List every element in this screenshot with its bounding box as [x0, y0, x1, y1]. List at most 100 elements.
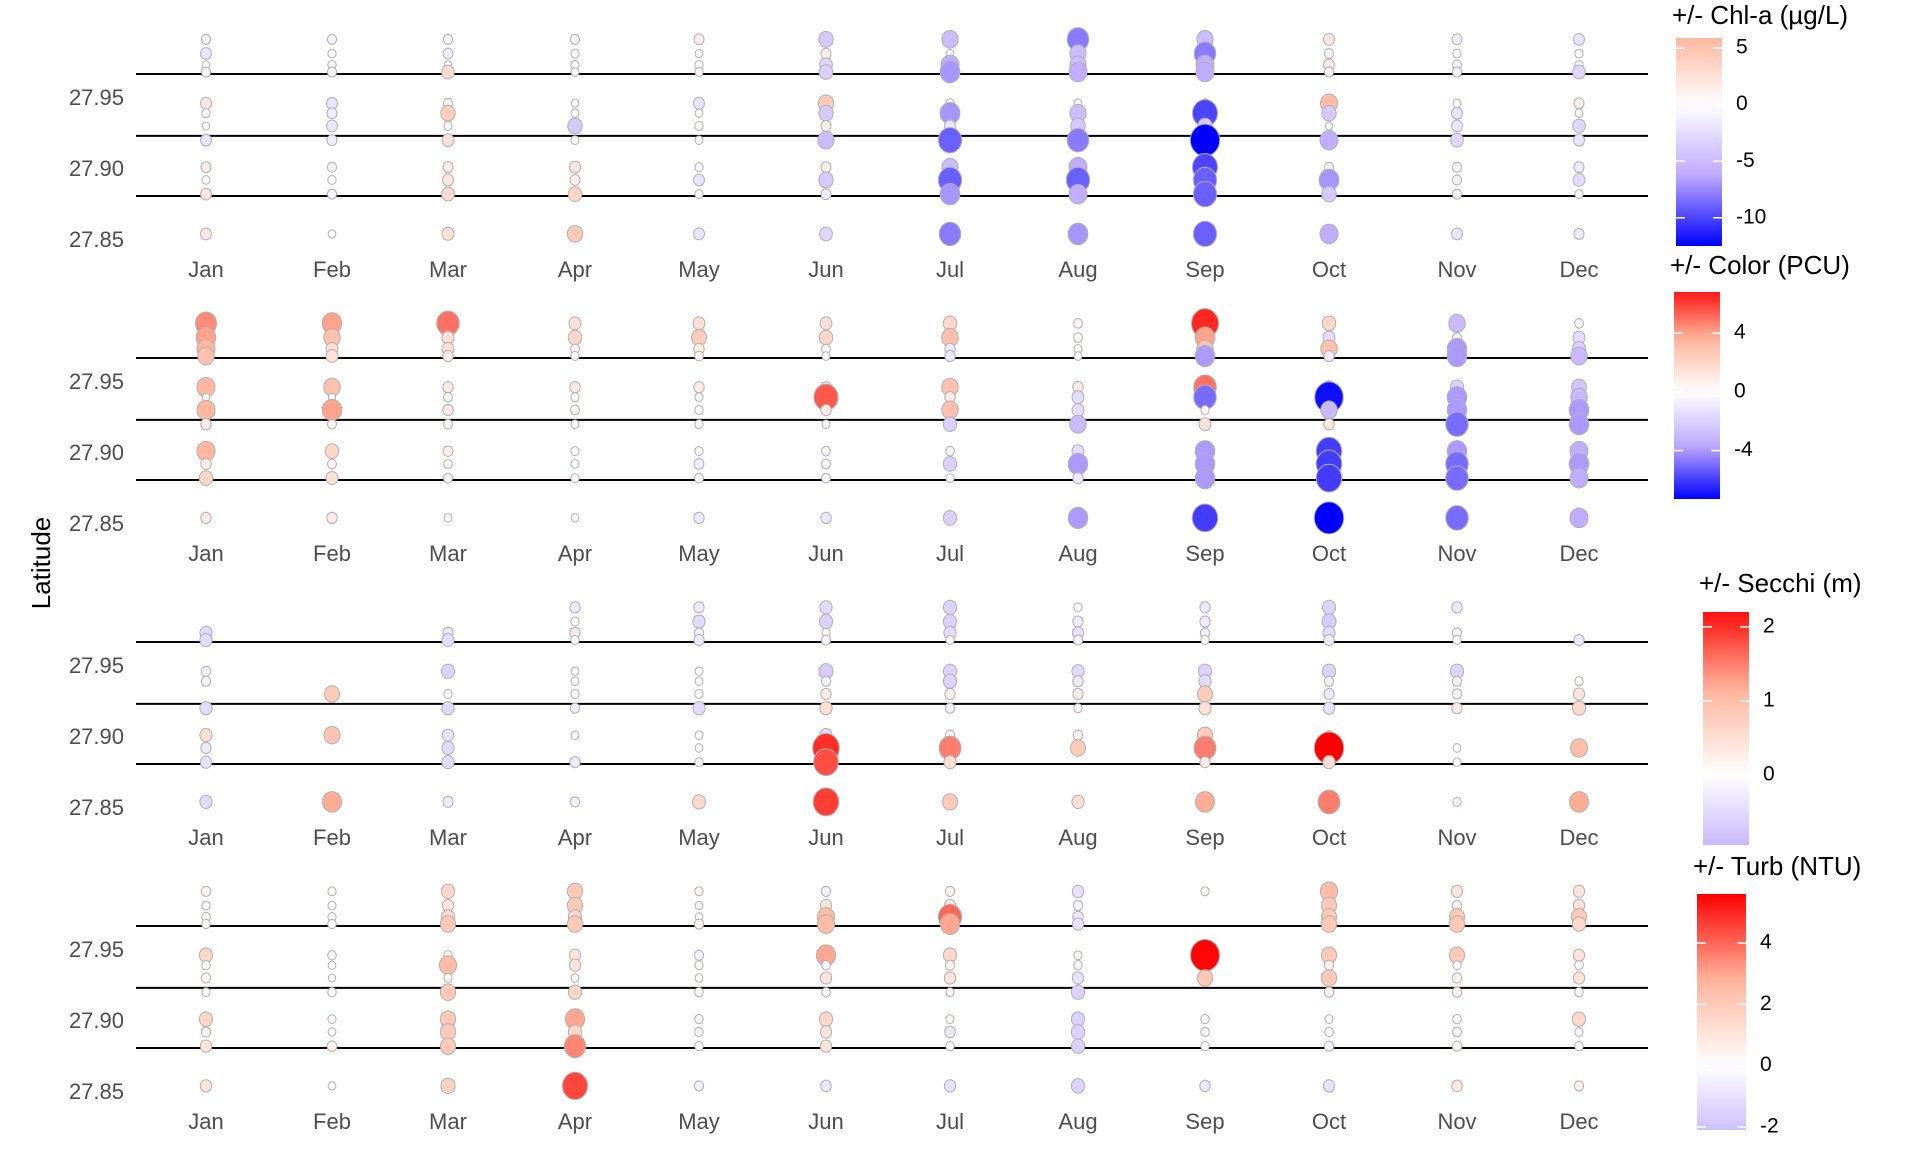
x-tick-label-mar: Mar [429, 825, 467, 850]
data-point [1573, 97, 1585, 110]
data-point [821, 419, 831, 430]
data-point [1451, 119, 1463, 133]
data-point [1451, 161, 1463, 173]
data-point [1313, 501, 1345, 535]
colorbar-tick-label: 5 [1736, 36, 1748, 59]
data-point [813, 748, 839, 777]
data-point [1070, 1024, 1086, 1040]
data-point [943, 755, 957, 770]
data-point [693, 227, 705, 241]
data-point [567, 186, 583, 202]
data-point [1069, 739, 1087, 757]
data-point [1451, 106, 1463, 120]
data-point [1073, 960, 1083, 971]
data-point [569, 33, 581, 45]
data-point [694, 886, 704, 897]
data-point [1072, 675, 1084, 688]
data-point [1451, 33, 1463, 46]
data-point [820, 47, 832, 60]
data-point [1446, 344, 1468, 368]
data-point [1323, 687, 1335, 701]
data-point [943, 971, 957, 985]
data-point [321, 398, 343, 422]
data-point [818, 31, 834, 48]
data-point [441, 133, 455, 148]
data-point [1067, 222, 1089, 246]
data-point [569, 702, 581, 714]
data-point [200, 133, 212, 147]
data-point [1071, 971, 1085, 985]
data-point [1192, 220, 1218, 248]
data-point [443, 121, 453, 131]
data-point [1073, 602, 1083, 613]
data-point [197, 346, 215, 366]
x-tick-label-jul: Jul [936, 257, 964, 282]
data-point [570, 666, 580, 677]
x-tick-label-jul: Jul [936, 541, 964, 566]
x-tick-label-jul: Jul [936, 1109, 964, 1134]
data-point [327, 973, 337, 983]
data-point [1323, 959, 1335, 971]
data-point [327, 1027, 337, 1037]
data-point [325, 349, 339, 363]
y-tick-label: 27.90 [69, 1008, 124, 1033]
data-point [570, 404, 580, 416]
legend-1: +/- Chl-a (µg/L) 5 0 -5 -10 [1672, 0, 1848, 246]
legend-title: +/- Secchi (m) [1699, 568, 1862, 598]
data-point [570, 616, 580, 627]
data-point [819, 1025, 833, 1039]
data-point [945, 634, 955, 646]
data-point [820, 120, 832, 132]
data-point [200, 96, 212, 110]
data-point [692, 614, 706, 629]
data-point [1451, 1040, 1463, 1052]
data-point [691, 794, 707, 810]
legend-title: +/- Color (PCU) [1670, 250, 1850, 280]
data-point [939, 182, 961, 206]
colorbar-tick-label: 4 [1760, 931, 1772, 954]
x-tick-label-mar: Mar [429, 541, 467, 566]
data-point [694, 1026, 704, 1038]
y-tick-label: 27.90 [69, 724, 124, 749]
x-tick-label-jun: Jun [808, 541, 843, 566]
data-point [1070, 1011, 1086, 1027]
y-tick-label: 27.85 [69, 1079, 124, 1104]
data-point [694, 135, 704, 145]
data-point [694, 404, 704, 415]
panel-4: 27.95 27.90 27.85 Jan Feb Mar Apr May Jun Jul Aug S… [69, 881, 1648, 1134]
data-point [1448, 313, 1466, 333]
data-point [442, 381, 454, 394]
data-point [439, 983, 457, 1001]
x-tick-label-oct: Oct [1312, 541, 1346, 566]
colorbar-tick-label: 0 [1734, 379, 1746, 402]
x-tick-label-may: May [678, 1109, 720, 1134]
data-point [1451, 227, 1463, 241]
data-point [323, 725, 341, 745]
y-tick-label: 27.95 [69, 653, 124, 678]
x-tick-label-feb: Feb [313, 825, 351, 850]
data-point [569, 601, 581, 614]
data-point [694, 960, 704, 971]
colorbar-tick-label: -5 [1736, 149, 1755, 172]
colorbar [1697, 894, 1746, 1130]
x-tick-label-may: May [678, 257, 720, 282]
data-point [196, 399, 216, 421]
data-point [567, 117, 583, 135]
x-tick-label-nov: Nov [1437, 257, 1476, 282]
x-tick-label-may: May [678, 825, 720, 850]
x-tick-label-mar: Mar [429, 1109, 467, 1134]
data-point [201, 121, 211, 131]
data-point [819, 316, 833, 331]
colorbar [1674, 292, 1720, 499]
data-point [1324, 1014, 1334, 1025]
x-tick-label-may: May [678, 541, 720, 566]
y-tick-label: 27.90 [69, 440, 124, 465]
data-point [1200, 1014, 1210, 1025]
data-point [944, 687, 956, 701]
data-point [821, 458, 831, 470]
data-point [443, 973, 453, 983]
panel-3: 27.95 27.90 27.85 Jan Feb Mar Apr May Jun Jul Aug S… [69, 599, 1648, 850]
data-point [442, 33, 454, 45]
data-point [327, 900, 337, 911]
